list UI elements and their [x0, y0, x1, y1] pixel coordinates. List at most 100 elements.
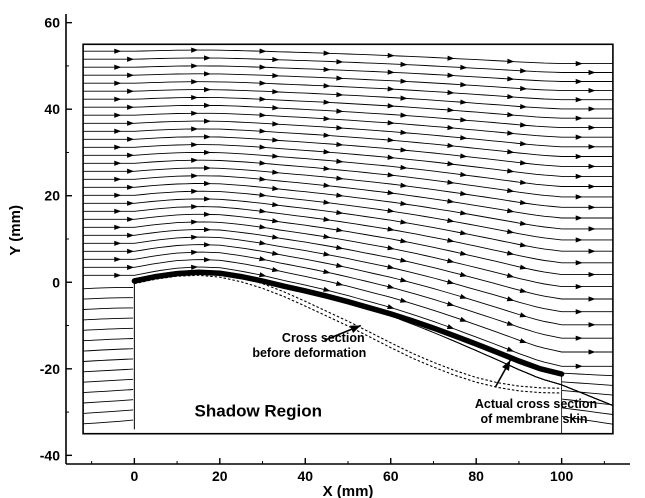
streamline [83, 159, 613, 198]
flow-arrow [575, 153, 583, 160]
flow-arrow [272, 185, 280, 191]
flow-arrow [191, 204, 199, 210]
flow-arrow [323, 286, 331, 292]
flow-arrow [323, 268, 331, 275]
flow-arrow [127, 72, 135, 78]
flow-arrow [519, 312, 528, 318]
flow-arrow [259, 160, 267, 166]
inflow-streamline [83, 297, 134, 300]
flow-arrow [259, 112, 267, 118]
flow-arrow [588, 144, 596, 150]
flow-arrow [271, 234, 280, 240]
flow-arrow [114, 144, 122, 150]
flow-arrow [336, 227, 344, 233]
flow-arrow [506, 250, 515, 256]
flow-arrow [400, 219, 408, 225]
flow-arrow [191, 126, 199, 132]
flow-arrow [387, 86, 395, 92]
flow-arrow [588, 296, 596, 302]
shadow-region-label: Shadow Region [195, 401, 323, 420]
flow-arrow [127, 168, 135, 174]
streamline [83, 236, 613, 313]
flow-arrow [336, 92, 344, 98]
annotation-actual-line1: Actual cross section [475, 397, 597, 411]
flow-arrow [519, 141, 528, 147]
flow-arrow [191, 79, 199, 85]
flow-arrow [520, 85, 528, 92]
flow-arrow [588, 226, 596, 232]
inflow-streamline [83, 419, 134, 425]
flow-arrow [259, 208, 267, 214]
flow-arrow [323, 83, 331, 89]
flow-arrow [127, 232, 135, 238]
flow-arrow [400, 257, 408, 263]
flow-arrow [203, 180, 211, 187]
flow-arrow [272, 218, 280, 224]
flow-arrow [114, 256, 122, 262]
flow-arrow [323, 132, 331, 138]
streamline [83, 144, 613, 177]
flow-arrow [519, 338, 527, 344]
flow-arrow [387, 226, 395, 232]
flow-arrow [519, 242, 528, 248]
inflow-streamline [83, 358, 134, 362]
flow-arrow [323, 66, 331, 73]
flow-arrow [259, 256, 267, 262]
streamline [83, 49, 613, 65]
flow-arrow [272, 169, 280, 175]
flow-arrow [323, 165, 331, 172]
flow-arrow [519, 264, 528, 270]
flow-arrow [387, 69, 395, 75]
flow-arrow [336, 141, 344, 148]
flow-arrow [191, 94, 199, 101]
flow-arrow [447, 179, 455, 185]
flow-arrow [127, 120, 135, 126]
streamline [83, 251, 613, 339]
x-tick-label: 20 [212, 468, 228, 484]
flow-arrow [446, 324, 455, 329]
flow-arrow [259, 48, 267, 54]
streamline [83, 229, 613, 300]
flow-arrow [459, 230, 468, 236]
y-tick-label: -40 [40, 447, 60, 463]
streamline [83, 167, 613, 208]
flow-arrow [191, 142, 199, 148]
flow-arrow [575, 194, 583, 200]
flow-arrow [447, 258, 455, 264]
inflow-streamline [83, 307, 134, 310]
flow-arrow [459, 271, 468, 277]
flow-arrow [400, 200, 408, 206]
flow-arrow [447, 217, 455, 223]
flow-arrow [387, 154, 395, 160]
flow-arrow [588, 163, 596, 169]
flow-arrow [519, 160, 528, 166]
flow-arrow [259, 192, 267, 198]
flow-arrow [259, 240, 267, 246]
inflow-streamline [83, 389, 134, 394]
flow-arrow [203, 71, 211, 77]
flow-arrow [323, 99, 331, 105]
flow-arrow [336, 125, 344, 131]
flow-arrow [588, 271, 596, 278]
streamline [83, 175, 613, 219]
flow-arrow [114, 208, 122, 214]
membrane-actual [131, 269, 565, 377]
flow-arrow [399, 297, 408, 303]
flow-arrow [114, 112, 122, 118]
flow-arrow [203, 134, 211, 140]
wake-streamline [561, 372, 613, 377]
annotation-actual-line2: of membrane skin [481, 412, 588, 426]
flow-arrow [387, 120, 395, 126]
flow-arrow [203, 87, 211, 93]
streamline [83, 190, 613, 241]
flow-arrow [400, 95, 408, 101]
flow-arrow [506, 320, 515, 326]
flow-arrow [507, 76, 515, 82]
flow-arrow [127, 104, 135, 110]
flow-arrow [400, 147, 408, 153]
flow-arrow [387, 208, 395, 214]
y-tick-label: -20 [40, 361, 60, 377]
flow-arrow [335, 280, 344, 287]
flow-arrow [259, 80, 267, 86]
flow-arrow [460, 64, 468, 70]
